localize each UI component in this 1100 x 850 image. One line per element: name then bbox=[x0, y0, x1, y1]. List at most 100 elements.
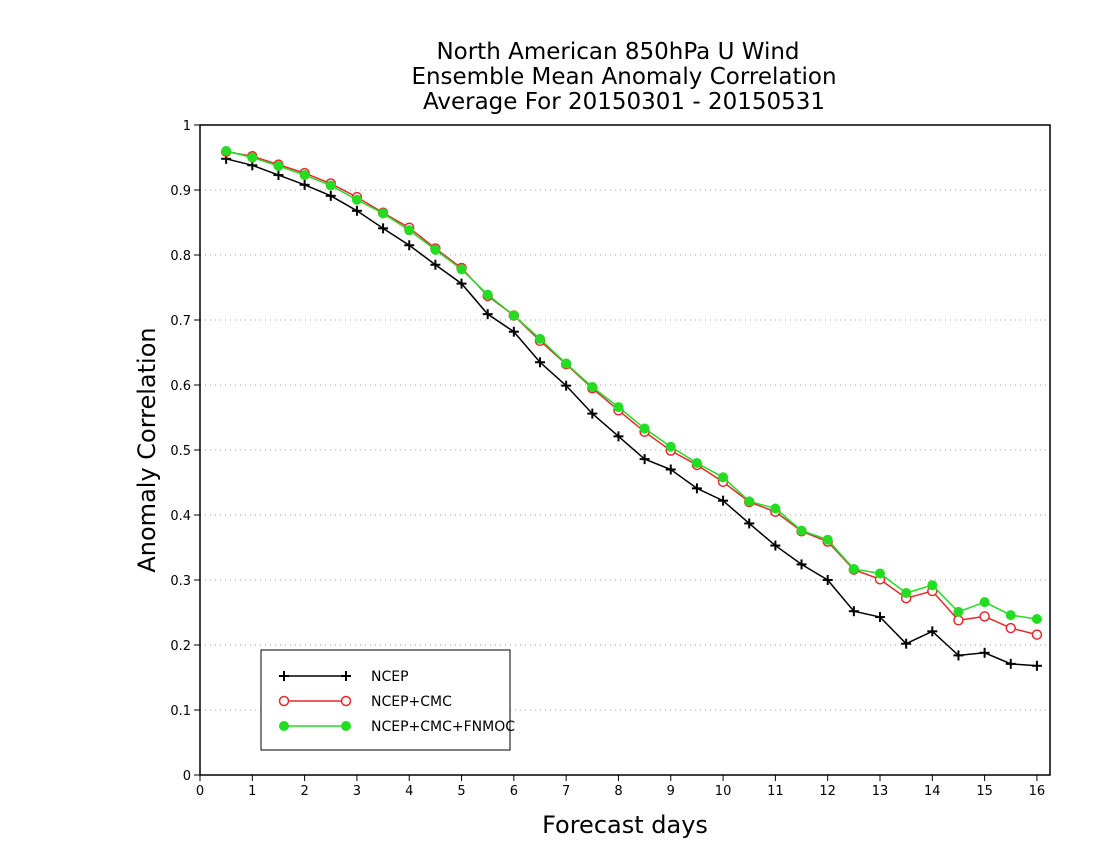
series-line bbox=[226, 150, 1038, 636]
legend-marker bbox=[341, 671, 351, 681]
data-point bbox=[953, 606, 964, 617]
y-axis-title: Anomaly Correlation bbox=[133, 327, 161, 572]
legend-marker bbox=[340, 695, 352, 707]
x-tick-label: 10 bbox=[715, 784, 732, 799]
data-point bbox=[979, 647, 990, 658]
data-point bbox=[1005, 658, 1016, 669]
data-point bbox=[848, 606, 859, 617]
y-tick-label: 0.8 bbox=[170, 249, 191, 264]
data-point bbox=[221, 146, 232, 156]
x-tick-label: 6 bbox=[510, 784, 518, 799]
x-tick-label: 12 bbox=[819, 784, 836, 799]
data-point bbox=[822, 534, 833, 545]
y-tick-label: 0.7 bbox=[170, 314, 191, 329]
data-point bbox=[665, 441, 676, 452]
data-point bbox=[482, 309, 493, 320]
data-point bbox=[378, 208, 389, 219]
x-tick-label: 4 bbox=[405, 784, 413, 799]
title-line-2: Ensemble Mean Anomaly Correlation bbox=[411, 64, 836, 90]
data-series bbox=[220, 146, 1043, 671]
data-point bbox=[953, 615, 964, 626]
data-point bbox=[587, 408, 598, 419]
x-tick-label: 5 bbox=[457, 784, 465, 799]
legend-marker bbox=[279, 721, 289, 731]
legend: NCEP NCEP+CMC NCEP+CMC+FNMOC bbox=[260, 649, 515, 751]
data-point bbox=[822, 575, 833, 585]
data-point bbox=[875, 612, 885, 623]
legend-label: NCEP+CMC bbox=[371, 694, 452, 710]
data-point bbox=[1031, 614, 1042, 624]
data-point bbox=[927, 626, 938, 637]
legend-marker bbox=[278, 695, 290, 707]
data-point bbox=[351, 205, 362, 216]
series-2 bbox=[220, 146, 1043, 640]
series-3 bbox=[221, 146, 1042, 624]
data-point bbox=[482, 289, 493, 300]
data-point bbox=[691, 483, 702, 494]
y-tick-label: 0.5 bbox=[170, 444, 191, 459]
data-point bbox=[299, 179, 310, 190]
data-point bbox=[639, 423, 650, 434]
data-point bbox=[508, 310, 519, 321]
x-tick-label: 3 bbox=[353, 784, 361, 799]
data-point bbox=[665, 464, 676, 475]
data-point bbox=[561, 380, 572, 391]
y-tick-label: 0 bbox=[183, 769, 191, 784]
x-tick-label: 7 bbox=[562, 784, 570, 799]
legend-marker bbox=[341, 721, 351, 731]
x-tick-label: 16 bbox=[1029, 784, 1046, 799]
data-point bbox=[718, 495, 729, 506]
data-point bbox=[299, 170, 310, 181]
title-line-1: North American 850hPa U Wind bbox=[436, 39, 799, 65]
y-tick-label: 0.3 bbox=[170, 574, 191, 589]
data-point bbox=[535, 333, 545, 344]
series-line bbox=[225, 158, 1037, 667]
data-point bbox=[613, 402, 624, 413]
data-point bbox=[430, 259, 441, 270]
data-point bbox=[744, 518, 755, 529]
legend-marker bbox=[279, 671, 289, 681]
y-tick-label: 0.1 bbox=[170, 704, 191, 719]
data-point bbox=[770, 503, 781, 514]
data-point bbox=[456, 264, 467, 275]
x-tick-label: 8 bbox=[614, 784, 622, 799]
data-point bbox=[404, 225, 415, 236]
data-point bbox=[901, 638, 912, 649]
x-tick-label: 15 bbox=[976, 784, 993, 799]
legend-label: NCEP+CMC+FNMOC bbox=[371, 719, 515, 735]
data-point bbox=[561, 358, 572, 369]
data-point bbox=[378, 223, 389, 234]
data-point bbox=[1031, 660, 1042, 671]
chart-title: North American 850hPa U Wind Ensemble Me… bbox=[411, 39, 836, 115]
data-point bbox=[979, 611, 990, 622]
x-tick-label: 2 bbox=[300, 784, 308, 799]
data-point bbox=[953, 650, 964, 661]
legend-item: NCEP bbox=[279, 669, 409, 685]
legend-item: NCEP+CMC+FNMOC bbox=[279, 719, 515, 735]
data-point bbox=[979, 597, 990, 608]
data-point bbox=[927, 580, 938, 591]
x-tick-label: 0 bbox=[196, 784, 204, 799]
legend-item: NCEP+CMC bbox=[278, 694, 452, 710]
data-point bbox=[770, 540, 781, 551]
x-tick-label: 9 bbox=[667, 784, 675, 799]
title-line-3: Average For 20150301 - 20150531 bbox=[423, 89, 825, 115]
legend-box bbox=[260, 649, 511, 751]
data-point bbox=[1031, 629, 1043, 640]
data-point bbox=[325, 190, 336, 201]
data-point bbox=[1005, 622, 1017, 634]
data-point bbox=[325, 180, 336, 191]
x-tick-label: 14 bbox=[924, 784, 941, 799]
data-point bbox=[796, 525, 807, 536]
y-tick-label: 0.6 bbox=[170, 379, 191, 394]
data-point bbox=[535, 357, 545, 368]
data-point bbox=[273, 160, 284, 171]
data-point bbox=[718, 472, 729, 483]
x-tick-label: 11 bbox=[767, 784, 784, 799]
data-point bbox=[247, 152, 258, 163]
data-point bbox=[848, 563, 859, 574]
legend-label: NCEP bbox=[371, 669, 409, 685]
data-point bbox=[639, 454, 650, 465]
data-point bbox=[744, 496, 755, 507]
